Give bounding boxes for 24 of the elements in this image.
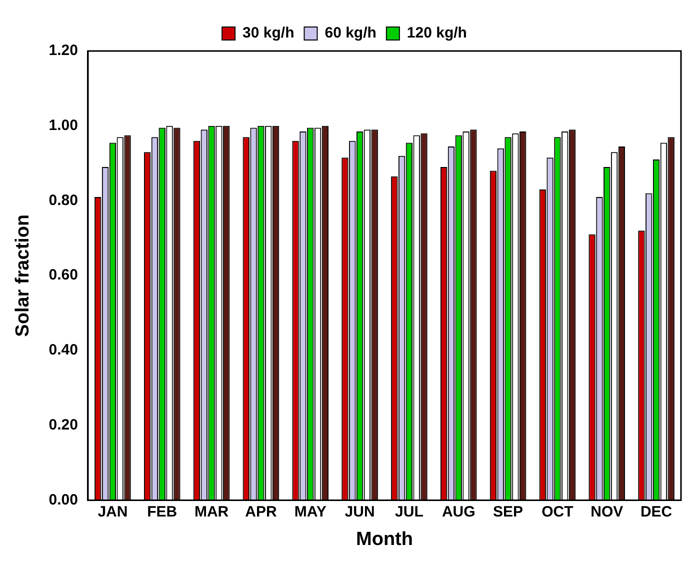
y-tick-label: 1.20 bbox=[48, 42, 78, 60]
x-tick-label: SEP bbox=[493, 503, 524, 520]
y-tick-label: 0.80 bbox=[48, 192, 78, 209]
x-tick-label: APR bbox=[245, 503, 277, 520]
x-tick-label: MAR bbox=[194, 503, 229, 520]
y-axis-title: Solar fraction bbox=[12, 214, 34, 337]
x-tick-label: JAN bbox=[98, 503, 128, 520]
y-tick-label: 0.40 bbox=[48, 342, 78, 359]
legend-label: 60 kg/h bbox=[324, 24, 376, 42]
y-tick-label: 1.00 bbox=[48, 117, 78, 134]
y-tick-label: 0.00 bbox=[48, 491, 78, 508]
x-axis-title: Month bbox=[356, 528, 413, 550]
y-tick-label: 0.60 bbox=[48, 266, 78, 284]
x-tick-label: DEC bbox=[640, 503, 672, 520]
x-tick-label: JUL bbox=[395, 503, 424, 520]
x-tick-label: AUG bbox=[442, 503, 476, 520]
x-tick-label: NOV bbox=[590, 503, 624, 520]
legend-label: 120 kg/h bbox=[406, 24, 467, 42]
y-tick-label: 0.20 bbox=[48, 416, 78, 434]
x-tick-label: FEB bbox=[147, 503, 178, 520]
x-tick-label: MAY bbox=[294, 503, 326, 520]
x-tick-label: JUN bbox=[344, 503, 375, 520]
x-tick-label: OCT bbox=[542, 503, 574, 520]
legend-label: 30 kg/h bbox=[242, 24, 294, 42]
